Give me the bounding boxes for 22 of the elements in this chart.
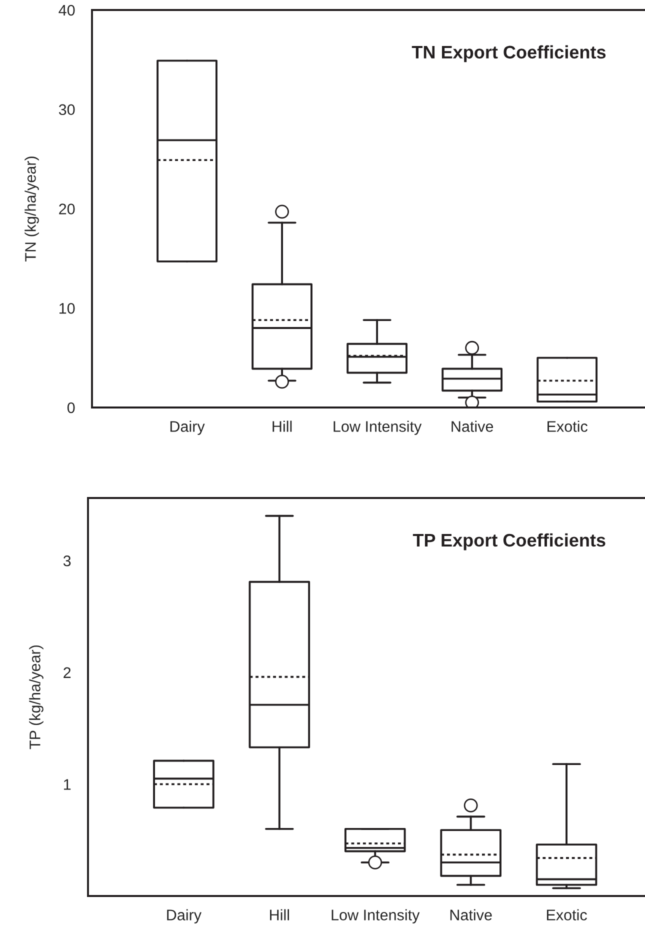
- y-tick-label: 20: [59, 204, 75, 214]
- y-tick-label: 30: [58, 104, 75, 116]
- y-tick-label: 1: [64, 779, 71, 790]
- y-tick-label: 10: [60, 302, 75, 314]
- x-tick-label: Native: [452, 420, 494, 432]
- x-tick-label: Dairy: [170, 420, 205, 435]
- y-axis-title: TN (kg/ha/year): [24, 156, 39, 262]
- y-tick-label: 0: [67, 402, 75, 414]
- x-tick-label: Exotic: [548, 420, 588, 432]
- x-tick-label: Native: [450, 909, 492, 920]
- x-tick-label: Dairy: [167, 909, 202, 924]
- x-tick-label: Hill: [270, 909, 289, 920]
- y-tick-label: 40: [58, 4, 75, 16]
- text: TP Export Coefficients: [412, 533, 606, 550]
- x-tick-label: Low Intensity: [332, 909, 420, 924]
- y-tick-label: 3: [63, 555, 71, 566]
- y-tick-label: 2: [64, 667, 71, 678]
- x-tick-label: Hill: [272, 420, 292, 432]
- x-tick-label: Exotic: [546, 909, 587, 920]
- x-tick-label: Low Intensity: [334, 420, 422, 435]
- y-axis-title: TP (kg/ha/year): [29, 645, 44, 750]
- text: TN Export Coefficients: [412, 45, 606, 62]
